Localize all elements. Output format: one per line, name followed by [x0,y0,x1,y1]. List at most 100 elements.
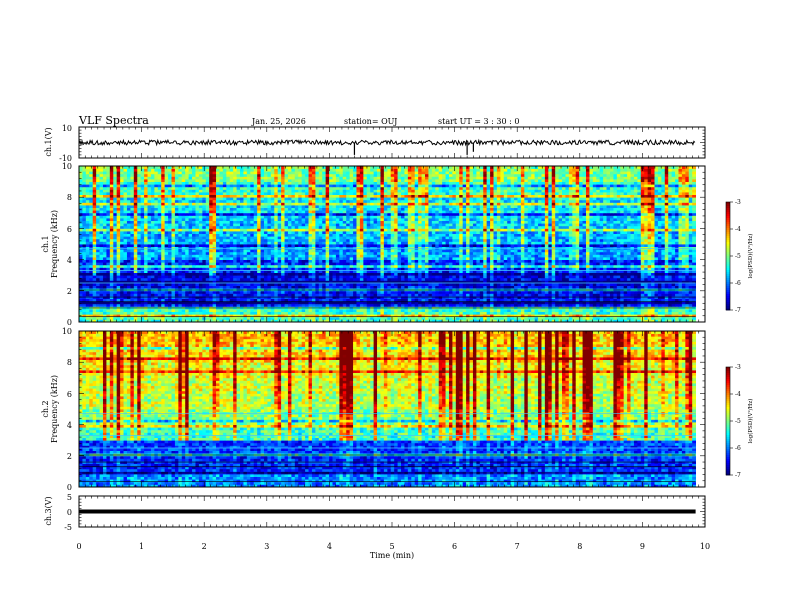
spectrogram-cell [527,262,532,266]
spectrogram-cell [178,272,183,276]
spectrogram-cell [92,298,97,302]
spectrogram-cell [205,277,210,281]
spectrogram-cell [178,277,183,281]
spectrogram-cell [120,319,124,323]
spectrogram-cell [181,301,186,305]
spectrogram-cell [240,259,244,263]
spectrogram-cell [520,298,525,302]
spectrogram-cell [459,316,464,320]
spectrogram-cell [147,309,152,312]
spectrogram-cell [164,264,169,268]
spectrogram-cell [342,316,347,320]
spectrogram-cell [311,251,316,255]
spectrogram-cell [675,283,679,286]
spectrogram-cell [517,316,522,320]
spectrogram-cell [240,275,244,279]
spectrogram-cell [329,283,333,286]
spectrogram-cell [623,314,628,318]
spectrogram-cell [390,285,395,289]
spectrogram-cell [335,264,340,268]
spectrogram-cell [613,262,618,266]
spectrogram-cell [630,311,635,315]
spectrogram-cell [418,290,422,294]
spectrogram-cell [627,298,631,302]
spectrogram-cell [596,280,601,284]
spectrogram-cell [298,309,303,312]
spectrogram-cell [493,303,498,307]
spectrogram-cell [575,303,580,307]
spectrogram-cell [253,254,258,258]
spectrogram-cell [616,309,621,312]
spectrogram-cell [582,316,587,320]
spectrogram-cell [188,311,193,315]
spectrogram-cell [123,280,128,284]
spectrogram-cell [250,301,255,305]
spectrogram-cell [349,285,354,289]
spectrogram-cell [418,277,422,281]
spectrogram-cell [185,298,190,302]
spectrogram-cell [520,264,525,268]
spectrogram-cell [219,293,224,297]
spectrogram-cell [130,251,135,255]
spectrogram-cell [531,267,536,271]
spectrogram-cell [455,319,460,323]
spectrogram-cell [640,303,645,307]
spectrogram-cell [240,303,244,307]
spectrogram-cell [579,267,583,271]
spectrogram-cell [346,283,351,286]
spectrogram-cell [517,301,522,305]
spectrogram-cell [603,270,607,273]
spectrogram-cell [534,314,539,318]
spectrogram-cell [585,301,590,305]
spectrogram-cell [589,303,594,307]
spectrogram-cell [493,311,498,315]
spectrogram-cell [414,316,419,320]
spectrogram-cell [281,316,285,320]
spectrogram-cell [236,285,241,289]
spectrogram-cell [154,319,159,323]
spectrogram-cell [222,303,227,307]
spectrogram-cell [236,293,241,297]
spectrogram-cell [219,264,224,268]
spectrogram-cell [520,314,525,318]
spectrogram-cell [414,285,419,289]
spectrogram-cell [603,309,607,312]
spectrogram-cell [359,280,364,284]
spectrogram-cell [150,319,155,323]
spectrogram-cell [555,283,559,286]
spectrogram-cell [315,272,320,276]
spectrogram-cell [192,285,196,289]
spectrogram-cell [260,254,265,258]
spectrogram-cell [281,264,285,268]
spectrogram-cell [418,270,422,273]
spectrogram-cell [647,267,652,271]
spectrogram-cell [178,280,183,284]
spectrogram-cell [96,285,100,289]
spectrogram-cell [274,296,279,299]
spectrogram-cell [654,298,659,302]
spectrogram-cell [493,267,498,271]
spectrogram-cell [192,301,196,305]
spectrogram-cell [154,314,159,318]
spectrogram-cell [568,316,573,320]
spectrogram-cell [623,290,628,294]
spectrogram-cell [654,285,659,289]
spectrogram-cell [188,267,193,271]
spectrogram-cell [359,298,364,302]
spectrogram-cell [178,309,183,312]
spectrogram-cell [222,309,227,312]
spectrogram-cell [161,319,166,323]
spectrogram-cell [609,301,614,305]
spectrogram-cell [692,283,697,286]
spectrogram-cell [623,280,628,284]
spectrogram-cell [483,257,488,260]
spectrogram-cell [633,283,638,286]
spectrogram-cell [79,319,83,323]
spectrogram-cell [568,314,573,318]
spectrogram-cell [188,290,193,294]
spectrogram-cell [380,303,385,307]
spectrogram-cell [99,316,104,320]
spectrogram-cell [668,298,673,302]
spectrogram-cell [260,275,265,279]
spectrogram-cell [414,277,419,281]
